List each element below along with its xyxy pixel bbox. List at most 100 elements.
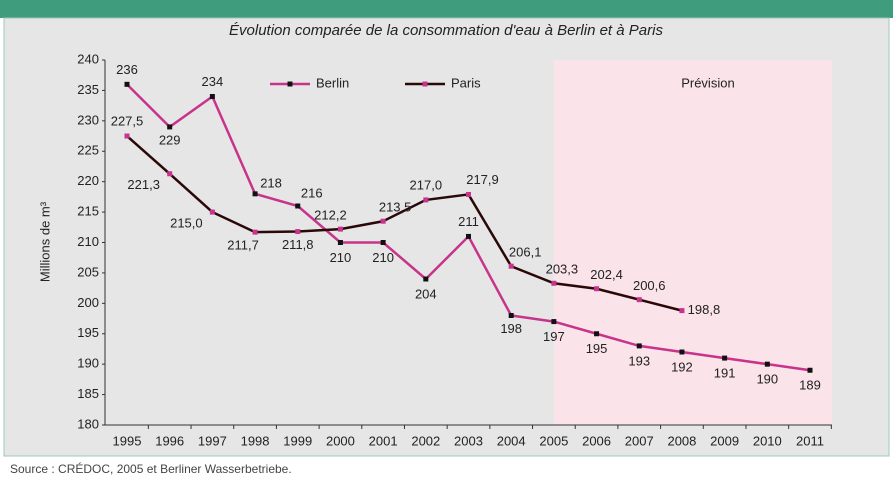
value-label: 215,0: [170, 216, 203, 231]
point: [722, 355, 728, 361]
y-tick-label: 180: [77, 416, 99, 431]
y-tick-label: 225: [77, 143, 99, 158]
annotation: Prévision: [681, 75, 734, 90]
point: [594, 331, 600, 337]
y-tick-label: 240: [77, 51, 99, 66]
value-label: 221,3: [127, 177, 160, 192]
y-tick-label: 220: [77, 173, 99, 188]
value-label: 189: [799, 378, 821, 393]
legend-marker: [422, 81, 428, 87]
point: [337, 240, 343, 245]
x-tick-label: 1995: [113, 433, 142, 448]
value-label: 195: [586, 341, 608, 356]
value-label: 210: [330, 250, 352, 265]
x-tick-label: 2009: [710, 433, 739, 448]
legend-marker: [287, 81, 293, 87]
value-label: 211,8: [282, 237, 314, 252]
point: [295, 229, 301, 235]
x-tick-label: 2002: [411, 433, 440, 448]
point: [167, 124, 173, 130]
y-tick-label: 190: [77, 356, 99, 371]
legend-label: Berlin: [316, 75, 349, 90]
value-label: 197: [543, 329, 565, 344]
x-tick-label: 1996: [155, 433, 184, 448]
point: [594, 286, 600, 292]
value-label: 198,8: [688, 302, 721, 317]
point: [636, 343, 642, 349]
y-tick-label: 205: [77, 264, 99, 279]
point: [209, 94, 215, 99]
point: [807, 367, 813, 373]
point: [167, 171, 173, 177]
x-tick-label: 1998: [241, 433, 270, 448]
point: [380, 218, 386, 224]
y-axis-label: Millions de m³: [37, 201, 52, 282]
value-label: 213,5: [379, 200, 412, 215]
x-tick-label: 2000: [326, 433, 355, 448]
x-tick-label: 2006: [582, 433, 611, 448]
x-tick-label: 2011: [796, 433, 824, 448]
value-label: 229: [159, 132, 181, 147]
value-label: 234: [202, 74, 224, 89]
x-tick-label: 2001: [369, 433, 398, 448]
value-label: 227,5: [111, 113, 144, 128]
y-tick-label: 195: [77, 325, 99, 340]
value-label: 206,1: [509, 245, 542, 260]
value-label: 200,6: [633, 278, 666, 293]
x-tick-label: 2004: [497, 433, 526, 448]
value-label: 193: [628, 353, 650, 368]
forecast-region: [553, 60, 832, 425]
value-label: 191: [714, 366, 736, 381]
point: [252, 191, 258, 197]
x-tick-label: 1997: [198, 433, 227, 448]
y-tick-label: 185: [77, 386, 99, 401]
point: [337, 226, 343, 232]
y-tick-label: 230: [77, 112, 99, 127]
value-label: 203,3: [546, 262, 579, 277]
x-tick-label: 2010: [753, 433, 782, 448]
value-label: 211,7: [227, 238, 259, 253]
point: [423, 197, 429, 203]
value-label: 204: [415, 286, 437, 301]
point: [466, 191, 471, 197]
value-label: 202,4: [590, 267, 623, 282]
value-label: 216: [301, 185, 323, 200]
y-tick-label: 210: [77, 234, 99, 249]
point: [551, 319, 557, 325]
value-label: 210: [372, 250, 394, 265]
source: Source : CRÉDOC, 2005 et Berliner Wasser…: [10, 461, 292, 476]
point: [124, 133, 130, 139]
header-band: [0, 0, 893, 18]
x-tick-label: 2005: [539, 433, 568, 448]
value-label: 212,2: [314, 208, 347, 223]
point: [764, 361, 770, 367]
x-tick-label: 2007: [625, 433, 654, 448]
point: [423, 276, 429, 282]
chart-title: Évolution comparée de la consommation d'…: [229, 22, 663, 39]
point: [679, 349, 685, 355]
point: [380, 240, 386, 245]
value-label: 217,9: [466, 172, 499, 187]
point: [551, 280, 557, 286]
point: [295, 203, 301, 209]
y-tick-label: 215: [77, 204, 99, 219]
point: [508, 263, 514, 269]
point: [252, 229, 258, 235]
value-label: 236: [116, 62, 138, 77]
x-tick-label: 1999: [283, 433, 312, 448]
value-label: 190: [756, 372, 778, 387]
series-line: [126, 135, 683, 312]
point: [508, 313, 514, 318]
point: [679, 308, 685, 314]
x-tick-label: 2003: [454, 433, 483, 448]
legend-label: Paris: [451, 75, 481, 90]
point: [209, 209, 215, 215]
point: [124, 81, 130, 87]
x-tick-label: 2008: [667, 433, 696, 448]
point: [466, 233, 471, 239]
y-tick-label: 200: [77, 295, 99, 310]
value-label: 198: [500, 321, 522, 336]
y-tick-label: 235: [77, 82, 99, 97]
value-label: 192: [671, 359, 693, 374]
